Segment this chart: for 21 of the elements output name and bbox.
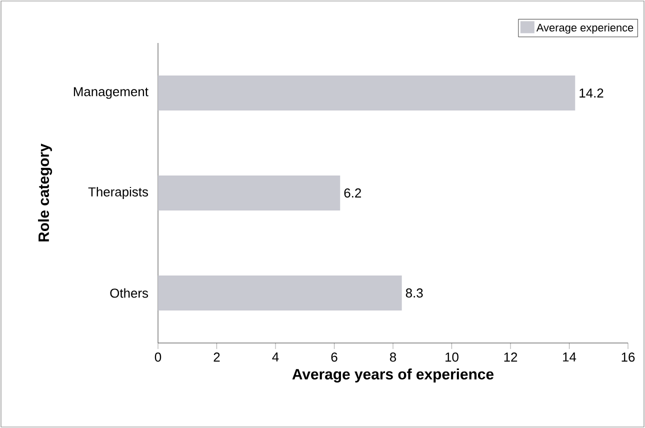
y-axis-title: Role category <box>38 144 52 242</box>
x-tick-label: 16 <box>622 352 635 362</box>
bar <box>158 276 402 310</box>
x-tick-label: 8 <box>390 352 396 362</box>
data-label: 6.2 <box>344 188 361 198</box>
bar <box>158 76 576 110</box>
y-tick-label: Management <box>74 87 148 99</box>
bar <box>158 176 340 210</box>
data-label: 8.3 <box>406 288 423 298</box>
x-tick-label: 4 <box>272 352 279 362</box>
x-tick-label: 10 <box>446 352 458 362</box>
x-tick-label: 0 <box>154 352 162 362</box>
data-label: 14.2 <box>580 88 604 98</box>
x-axis-title: Average years of experience <box>292 368 494 383</box>
y-tick-label: Others <box>110 288 148 298</box>
y-tick-label: Therapists <box>88 186 148 200</box>
x-tick-label: 2 <box>214 352 220 362</box>
legend-label: Average experience <box>536 23 634 34</box>
x-tick-label: 6 <box>331 352 338 362</box>
x-tick-label: 12 <box>504 352 518 362</box>
x-tick-label: 14 <box>563 352 576 362</box>
